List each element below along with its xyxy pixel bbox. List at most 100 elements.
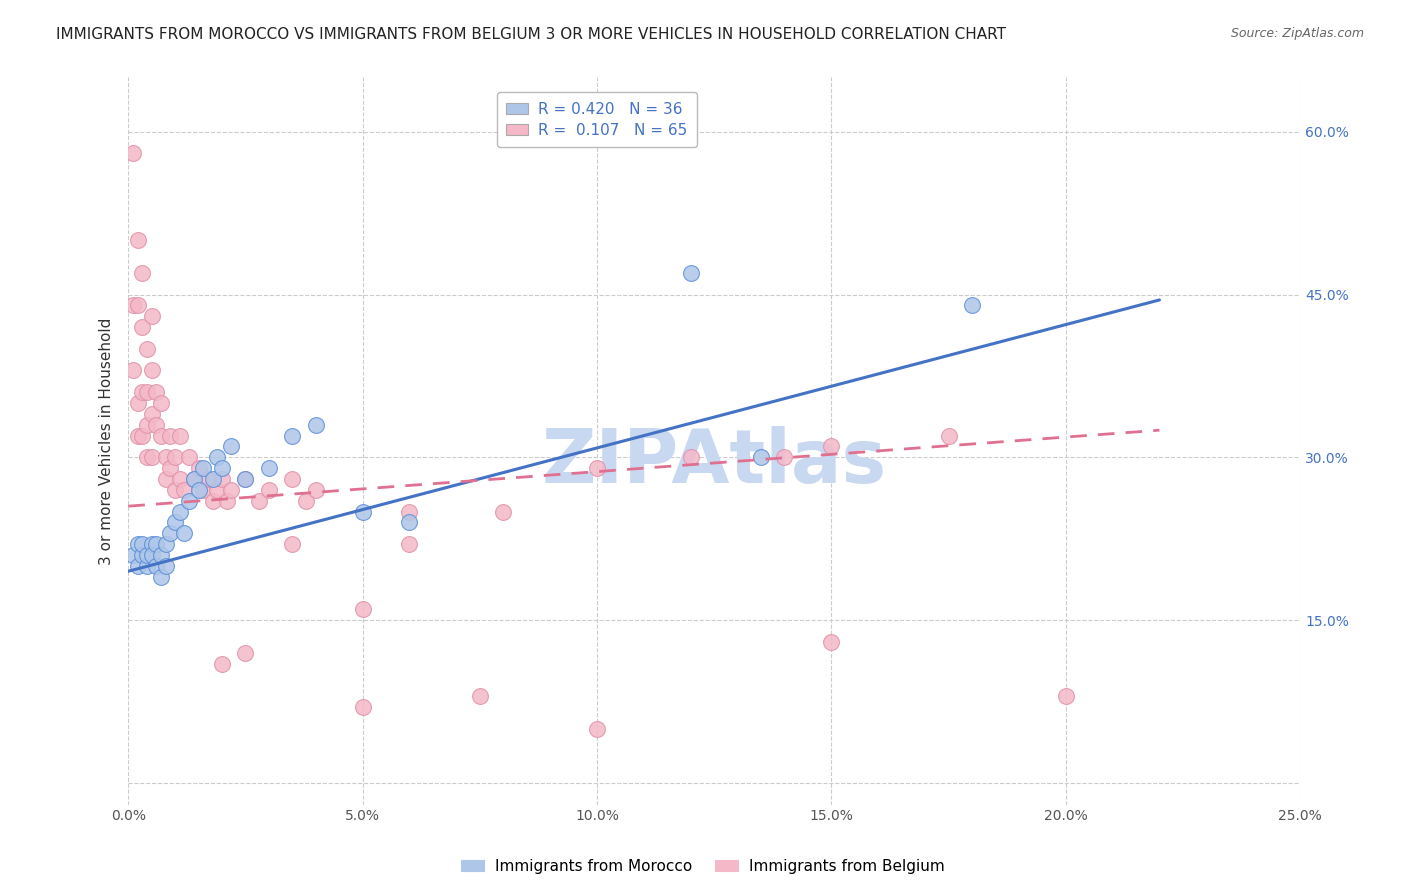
Point: [150, 428, 173, 442]
Point: [187, 483, 209, 497]
Point: [820, 440, 842, 454]
Point: [165, 516, 187, 530]
Point: [150, 396, 173, 410]
Point: [352, 505, 374, 519]
Point: [145, 537, 167, 551]
Point: [145, 417, 167, 432]
Point: [207, 483, 229, 497]
Point: [235, 472, 257, 486]
Point: [159, 428, 181, 442]
Point: [145, 385, 167, 400]
Point: [131, 320, 153, 334]
Point: [169, 472, 191, 486]
Point: [183, 472, 205, 486]
Point: [211, 657, 233, 671]
Point: [187, 461, 209, 475]
Point: [352, 602, 374, 616]
Point: [281, 428, 304, 442]
Point: [201, 472, 224, 486]
Point: [468, 689, 491, 703]
Point: [398, 537, 420, 551]
Point: [221, 440, 243, 454]
Y-axis label: 3 or more Vehicles in Household: 3 or more Vehicles in Household: [100, 318, 114, 565]
Text: Source: ZipAtlas.com: Source: ZipAtlas.com: [1230, 27, 1364, 40]
Point: [169, 428, 191, 442]
Point: [155, 472, 177, 486]
Point: [938, 428, 960, 442]
Point: [183, 472, 205, 486]
Point: [492, 505, 515, 519]
Point: [281, 472, 304, 486]
Point: [159, 526, 181, 541]
Point: [235, 472, 257, 486]
Point: [141, 407, 163, 421]
Point: [773, 450, 796, 465]
Point: [398, 505, 420, 519]
Point: [179, 493, 201, 508]
Legend: R = 0.420   N = 36, R =  0.107   N = 65: R = 0.420 N = 36, R = 0.107 N = 65: [498, 93, 697, 147]
Point: [207, 450, 229, 465]
Point: [193, 483, 215, 497]
Legend: Immigrants from Morocco, Immigrants from Belgium: Immigrants from Morocco, Immigrants from…: [456, 853, 950, 880]
Point: [215, 493, 238, 508]
Point: [257, 461, 280, 475]
Point: [155, 558, 177, 573]
Point: [169, 505, 191, 519]
Text: ZIPAtlas: ZIPAtlas: [541, 426, 887, 500]
Point: [127, 396, 149, 410]
Point: [141, 363, 163, 377]
Point: [295, 493, 318, 508]
Point: [131, 548, 153, 562]
Point: [201, 493, 224, 508]
Point: [127, 428, 149, 442]
Point: [211, 461, 233, 475]
Point: [352, 700, 374, 714]
Point: [586, 461, 609, 475]
Point: [155, 537, 177, 551]
Point: [141, 548, 163, 562]
Point: [122, 298, 145, 312]
Point: [1054, 689, 1077, 703]
Point: [150, 570, 173, 584]
Point: [141, 450, 163, 465]
Point: [173, 483, 195, 497]
Text: IMMIGRANTS FROM MOROCCO VS IMMIGRANTS FROM BELGIUM 3 OR MORE VEHICLES IN HOUSEHO: IMMIGRANTS FROM MOROCCO VS IMMIGRANTS FR…: [56, 27, 1007, 42]
Point: [131, 266, 153, 280]
Point: [131, 385, 153, 400]
Point: [141, 310, 163, 324]
Point: [136, 417, 159, 432]
Point: [136, 342, 159, 356]
Point: [235, 646, 257, 660]
Point: [136, 548, 159, 562]
Point: [221, 483, 243, 497]
Point: [127, 558, 149, 573]
Point: [127, 298, 149, 312]
Point: [136, 385, 159, 400]
Point: [155, 450, 177, 465]
Point: [159, 461, 181, 475]
Point: [127, 537, 149, 551]
Point: [586, 722, 609, 736]
Point: [122, 548, 145, 562]
Point: [141, 537, 163, 551]
Point: [820, 635, 842, 649]
Point: [679, 450, 702, 465]
Point: [131, 537, 153, 551]
Point: [197, 472, 219, 486]
Point: [211, 472, 233, 486]
Point: [127, 233, 149, 247]
Point: [679, 266, 702, 280]
Point: [131, 428, 153, 442]
Point: [136, 558, 159, 573]
Point: [960, 298, 983, 312]
Point: [281, 537, 304, 551]
Point: [305, 417, 328, 432]
Point: [749, 450, 772, 465]
Point: [122, 146, 145, 161]
Point: [249, 493, 271, 508]
Point: [165, 483, 187, 497]
Point: [305, 483, 328, 497]
Point: [398, 516, 420, 530]
Point: [193, 461, 215, 475]
Point: [136, 450, 159, 465]
